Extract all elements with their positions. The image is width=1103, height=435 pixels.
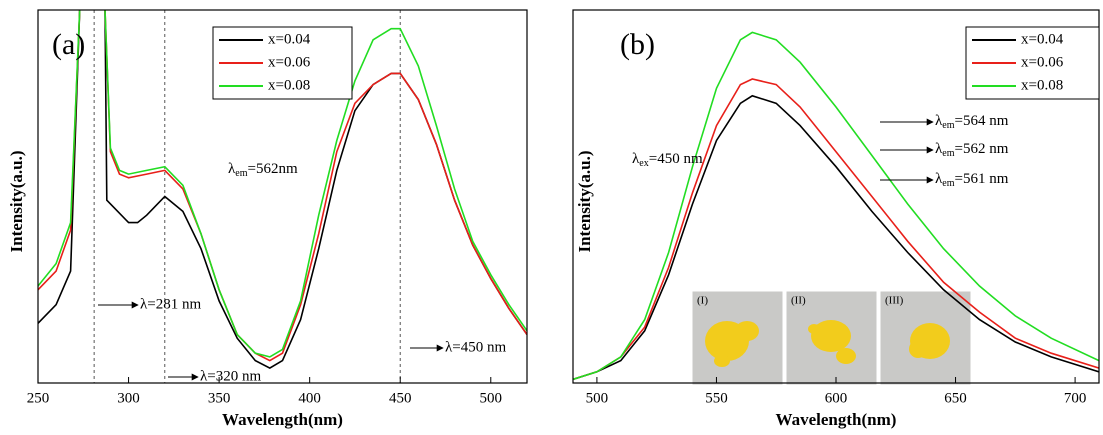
annotation: λ=320 nm: [200, 368, 261, 384]
annotation: λem=562 nm: [935, 141, 1009, 159]
x-tick-label: 350: [208, 390, 231, 406]
chart-panel: (I) (II) (III) 500 550 600 650 700 Wavelength(nm…: [572, 9, 1100, 429]
inset-label: (I): [697, 295, 708, 307]
x-tick-label: 700: [1064, 390, 1087, 406]
annotation: λ=281 nm: [140, 296, 201, 312]
annotation-symbol: λ: [935, 171, 943, 187]
x-axis-label: Wavelength(nm): [222, 410, 343, 429]
powder: [836, 348, 856, 364]
powder: [714, 355, 730, 367]
powder: [808, 324, 820, 334]
annotation: λem=564 nm: [935, 113, 1009, 131]
x-tick-label: 600: [825, 390, 848, 406]
series-line: [573, 94, 1099, 381]
powder: [909, 340, 927, 358]
legend-label: x=0.06: [1021, 54, 1064, 70]
panel-label: (b): [620, 28, 655, 61]
annotation: λ=450 nm: [445, 339, 506, 355]
y-axis-label: Intensity(a.u.): [7, 150, 26, 252]
x-tick-label: 300: [117, 390, 140, 406]
annotation-text: =450 nm: [649, 151, 703, 167]
legend-label: x=0.04: [1021, 31, 1064, 47]
annotation-text: =562nm: [248, 161, 298, 177]
x-tick-label: 650: [944, 390, 967, 406]
annotation-symbol: λ: [228, 161, 236, 177]
x-tick-label: 500: [480, 390, 503, 406]
series-line: [38, 10, 527, 358]
series-line: [573, 31, 1099, 381]
plot-frame: [37, 9, 528, 384]
series-line: [573, 78, 1099, 381]
annotation-text: =561 nm: [955, 171, 1009, 187]
y-axis-label: Intensity(a.u.): [575, 150, 594, 252]
powder: [735, 321, 759, 341]
legend-label: x=0.04: [268, 31, 311, 47]
annotation-text: =564 nm: [955, 113, 1009, 129]
powder: [811, 320, 851, 352]
annotation-subscript: em: [942, 178, 954, 189]
annotation: λem=561 nm: [935, 171, 1009, 189]
annotation-subscript: em: [235, 168, 247, 179]
x-tick-label: 400: [298, 390, 321, 406]
legend-label: x=0.08: [268, 77, 310, 93]
x-tick-label: 550: [705, 390, 728, 406]
inset-label: (II): [791, 295, 806, 307]
legend-label: x=0.06: [268, 54, 311, 70]
chart-panel: 250 300 350 400 450 500 Wavelength(nm) Intensit…: [7, 9, 528, 429]
annotation-symbol: λ: [935, 141, 943, 157]
x-tick-label: 250: [27, 390, 50, 406]
legend-label: x=0.08: [1021, 77, 1063, 93]
annotation-text: =562 nm: [955, 141, 1009, 157]
annotation-symbol: λ: [935, 113, 943, 129]
panel-label: (a): [52, 28, 85, 61]
annotation: λem=562nm: [228, 161, 298, 179]
annotation-subscript: em: [942, 120, 954, 131]
x-tick-label: 450: [389, 390, 412, 406]
annotation: λex=450 nm: [632, 151, 703, 169]
x-axis-label: Wavelength(nm): [776, 410, 897, 429]
annotation-subscript: ex: [639, 158, 648, 169]
annotation-symbol: λ: [632, 151, 640, 167]
annotation-subscript: em: [942, 148, 954, 159]
x-tick-label: 500: [586, 390, 609, 406]
inset-label: (III): [885, 295, 904, 307]
